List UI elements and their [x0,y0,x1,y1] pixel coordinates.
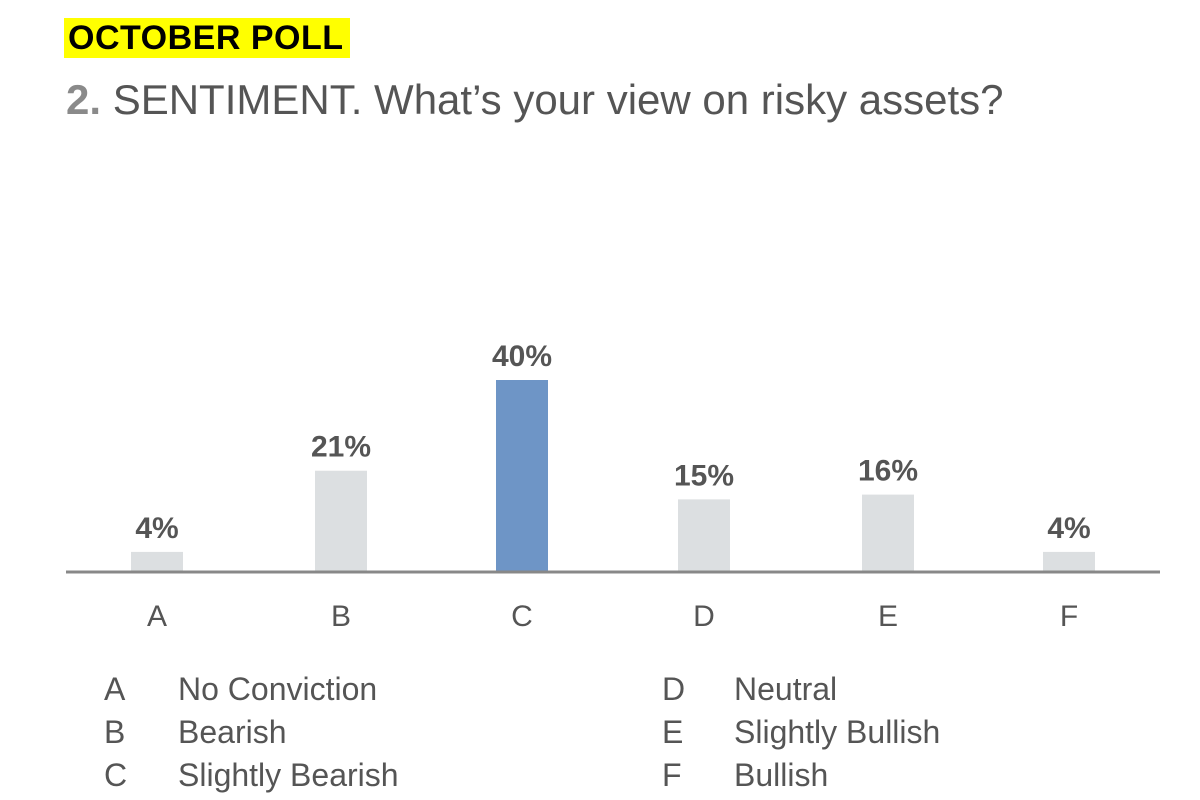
category-label-c: C [511,600,533,633]
bar-e [862,494,914,571]
legend-label: Bullish [734,757,829,793]
bar-f [1043,551,1095,571]
legend-letter: D [662,671,686,707]
legend-item-a: A No Conviction [104,668,399,711]
bar-b [315,470,367,571]
category-label-e: E [878,600,898,633]
legend-item-f: F Bullish [662,754,940,797]
value-label-a: 4% [135,512,178,545]
legend-letter: F [662,757,682,793]
legend-letter: E [662,714,684,750]
category-label-d: D [693,600,715,633]
question-number: 2. [66,76,102,123]
legend-right: D Neutral E Slightly Bullish F Bullish [662,668,940,797]
value-label-d: 15% [674,459,734,492]
legend-left: A No Conviction B Bearish C Slightly Bearish [104,668,399,797]
bar-d [678,499,730,571]
value-label-f: 4% [1047,512,1090,545]
legend-label: Bearish [178,714,287,750]
legend-label: Slightly Bullish [734,714,941,750]
question-title: 2. SENTIMENT. What’s your view on risky … [66,74,1066,126]
category-label-b: B [331,600,351,633]
legend-item-d: D Neutral [662,668,940,711]
question-text: SENTIMENT. What’s your view on risky ass… [112,76,1004,123]
legend-item-e: E Slightly Bullish [662,711,940,754]
value-label-b: 21% [311,431,371,464]
legend-letter: C [104,757,128,793]
legend-label: Neutral [734,671,838,707]
legend-letter: A [104,671,126,707]
legend-item-c: C Slightly Bearish [104,754,399,797]
value-label-c: 40% [492,340,552,373]
legend-item-b: B Bearish [104,711,399,754]
legend-label: Slightly Bearish [178,757,399,793]
legend-letter: B [104,714,126,750]
category-label-f: F [1060,600,1078,633]
value-label-e: 16% [858,455,918,488]
poll-tag: OCTOBER POLL [64,18,350,58]
bar-c [496,380,548,571]
bar-a [131,551,183,571]
legend-label: No Conviction [178,671,378,707]
category-label-a: A [147,600,167,633]
